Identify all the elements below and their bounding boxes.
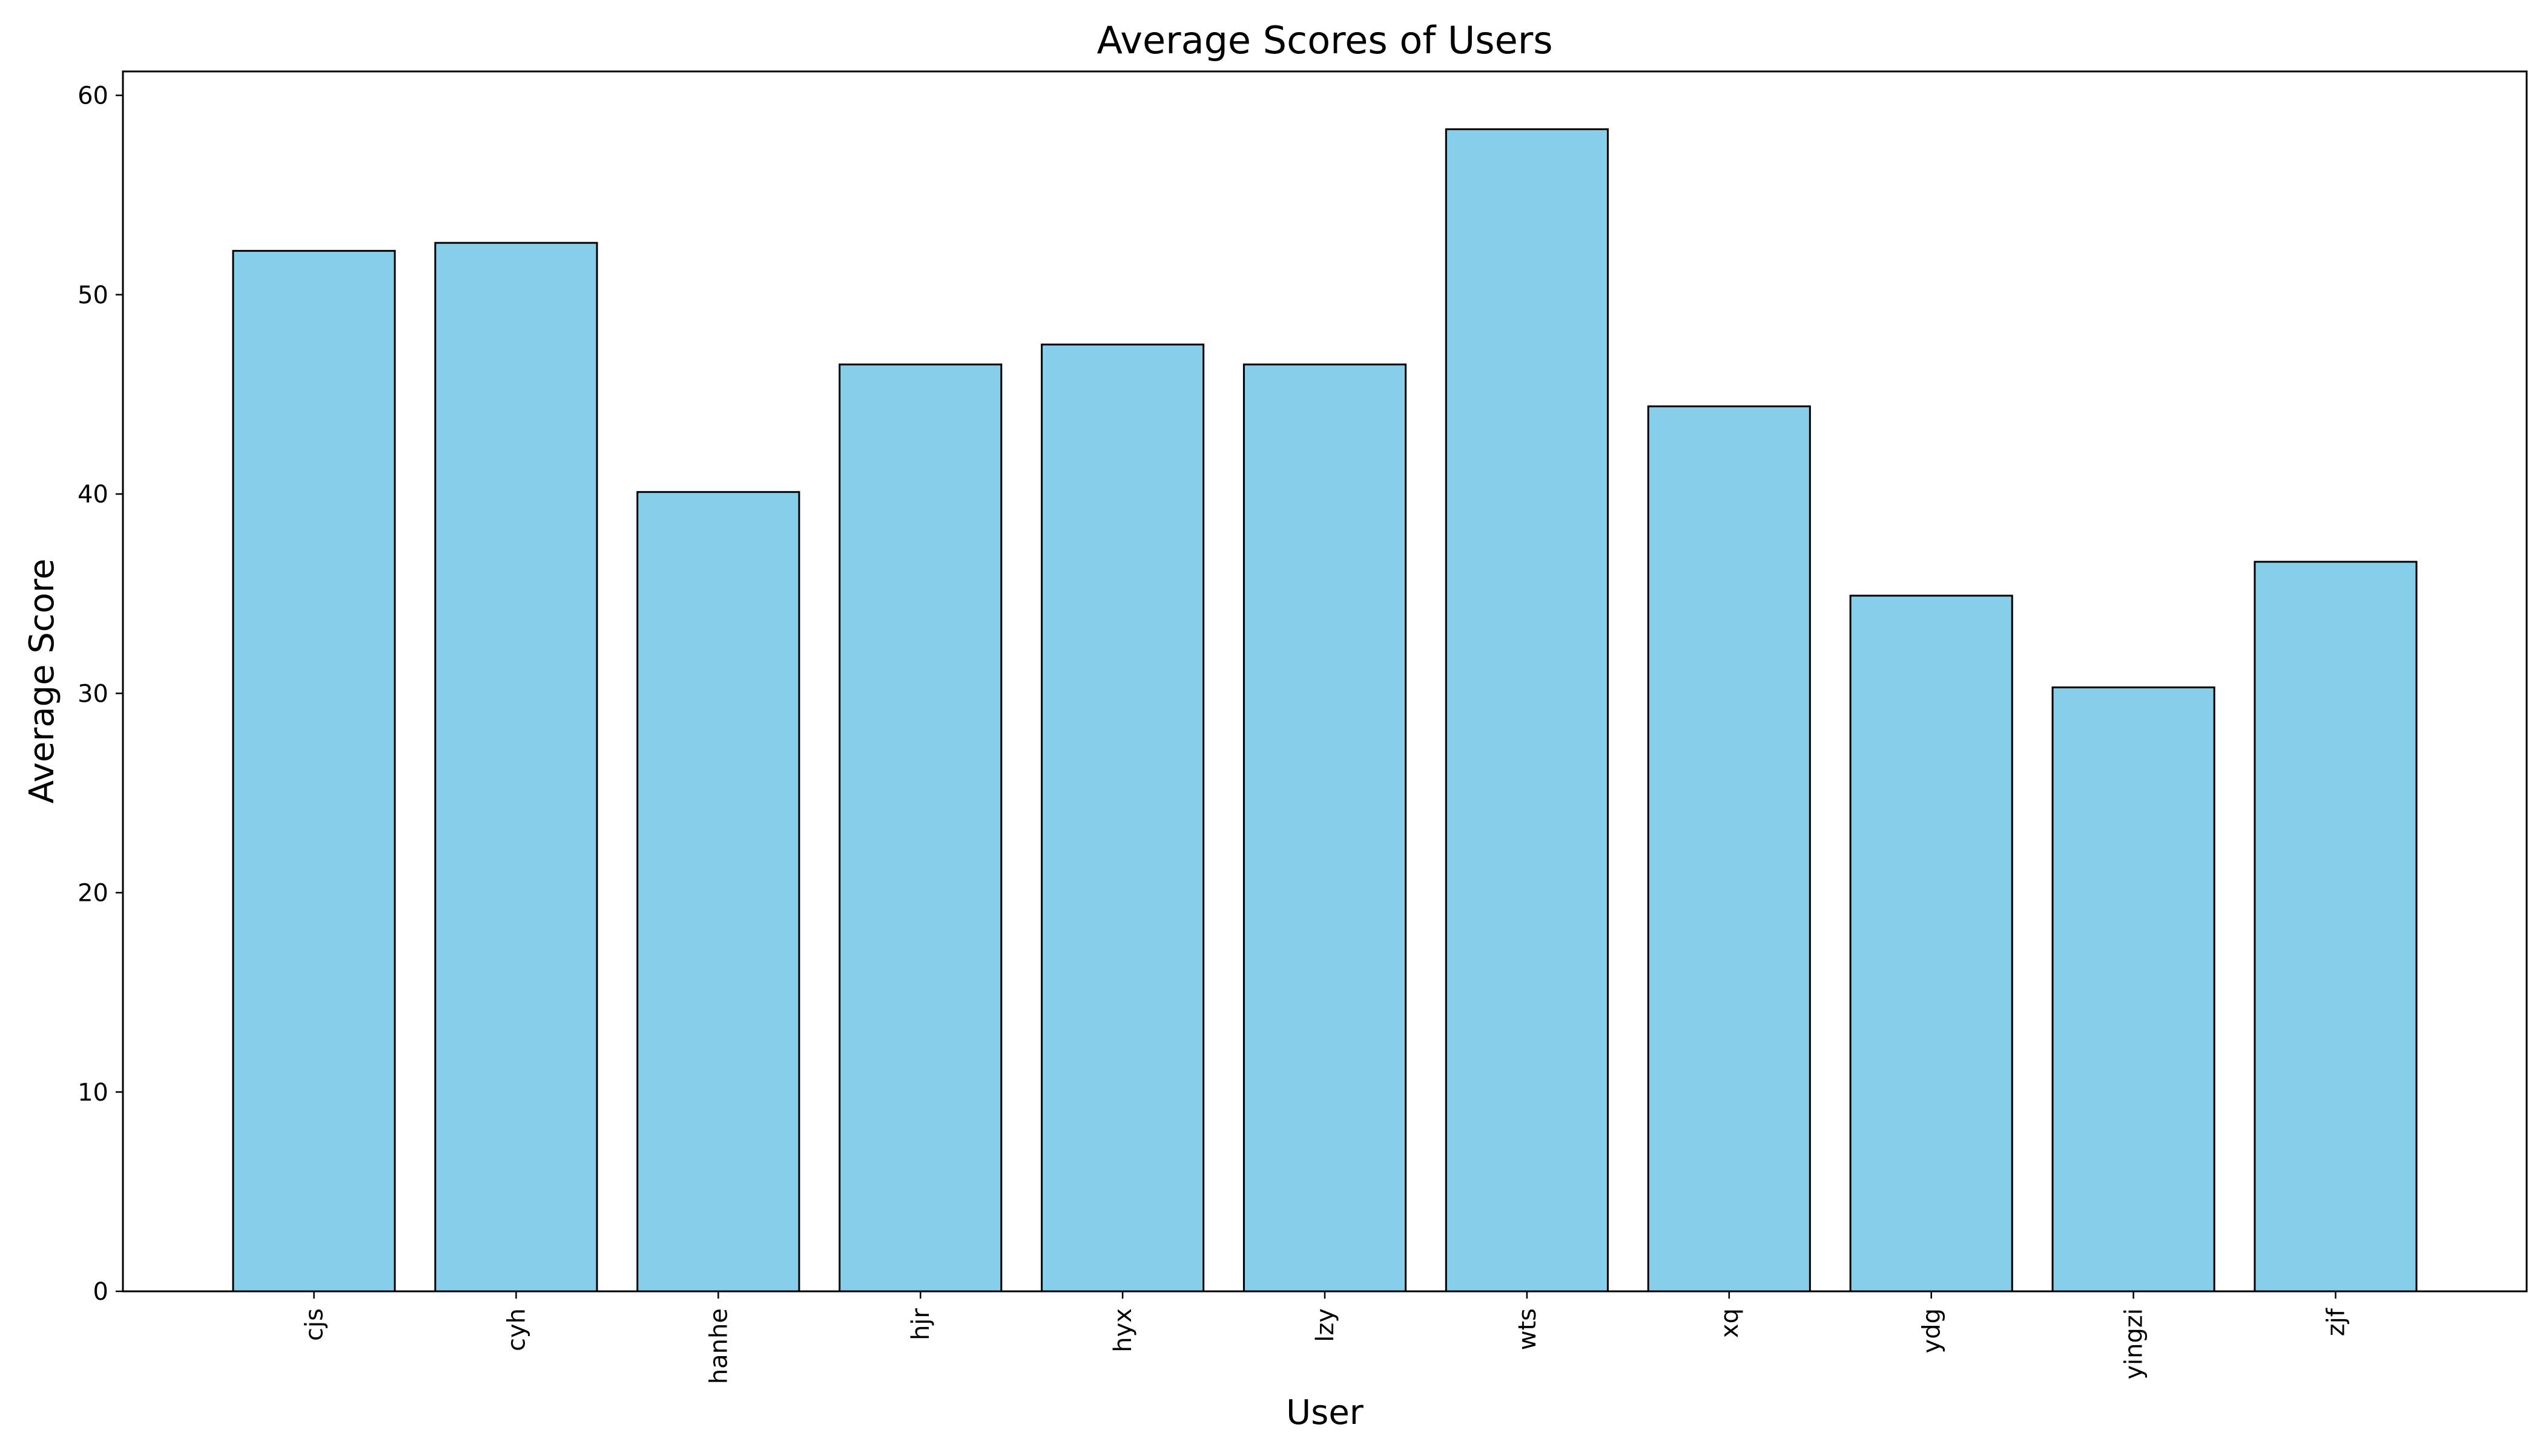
bar-cyh (434, 242, 598, 1293)
x-tick-label: wts (1514, 1308, 1542, 1350)
x-tick-label: hjr (907, 1308, 935, 1340)
x-tick-label: zjf (2322, 1308, 2350, 1336)
x-tick-label: hyx (1109, 1308, 1137, 1352)
bar-hanhe (636, 491, 800, 1293)
bars-group (232, 128, 2418, 1293)
y-tick-label: 20 (78, 880, 108, 908)
bar-zjf (2254, 561, 2418, 1293)
y-tick-label: 40 (78, 481, 108, 509)
x-tick-label: cyh (503, 1308, 530, 1351)
bar-yingzi (2051, 686, 2215, 1293)
x-tick-label: hanhe (705, 1308, 733, 1384)
y-axis-ticks: 0 10 20 30 40 50 60 (78, 82, 123, 1306)
x-tick-label: xq (1716, 1308, 1744, 1338)
bar-lzy (1242, 363, 1407, 1293)
bar-wts (1445, 128, 1609, 1293)
bar-ydg (1849, 595, 2013, 1293)
bar-hyx (1041, 343, 1205, 1293)
x-tick-label: cjs (301, 1308, 329, 1341)
bar-xq (1647, 405, 1811, 1293)
y-tick-label: 10 (78, 1079, 108, 1107)
y-tick-label: 0 (93, 1278, 108, 1306)
bar-cjs (232, 249, 396, 1293)
y-axis-label: Average Score (22, 559, 62, 804)
y-tick-label: 30 (78, 680, 108, 708)
y-tick-label: 60 (78, 82, 108, 110)
x-tick-label: yingzi (2120, 1308, 2148, 1380)
x-tick-label: lzy (1311, 1308, 1339, 1342)
x-axis-ticks: cjs cyh hanhe hjr hyx lzy wts xq ydg yingzi zjf (301, 1291, 2350, 1384)
bar-hjr (839, 363, 1003, 1293)
x-axis-label: User (1286, 1393, 1364, 1432)
chart-title: Average Scores of Users (1097, 18, 1552, 62)
y-tick-label: 50 (78, 282, 108, 309)
x-tick-label: ydg (1918, 1308, 1946, 1353)
